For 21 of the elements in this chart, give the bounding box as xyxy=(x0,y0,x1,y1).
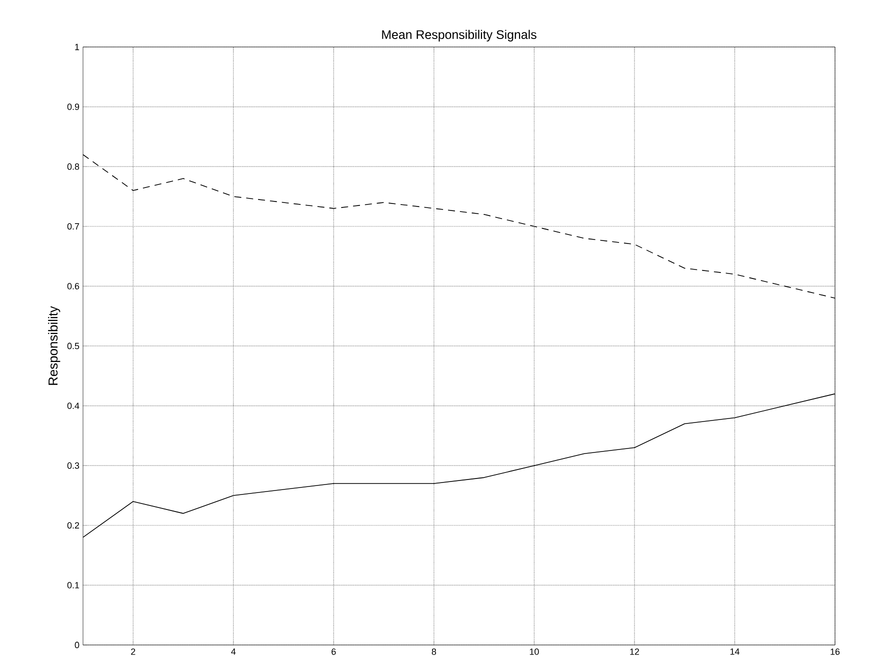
y-tick-label: 0.2 xyxy=(67,522,80,529)
y-tick-label: 0.8 xyxy=(67,163,80,170)
y-tick-label: 0.6 xyxy=(67,283,80,290)
y-axis-title: Responsibility xyxy=(48,306,60,385)
x-tick-label: 10 xyxy=(530,648,539,655)
y-tick-label: 0 xyxy=(74,642,80,648)
y-tick-label: 0.5 xyxy=(67,342,80,350)
y-tick-label: 0.3 xyxy=(67,462,80,469)
x-tick-label: 14 xyxy=(730,648,740,655)
x-tick-label: 2 xyxy=(131,648,136,655)
y-tick-label: 0.7 xyxy=(67,223,80,230)
x-tick-label: 12 xyxy=(630,648,640,655)
x-tick-label: 8 xyxy=(432,648,436,655)
x-tick-label: 16 xyxy=(830,648,840,655)
y-tick-label: 0.9 xyxy=(67,104,80,110)
y-tick-label: 0.4 xyxy=(67,402,80,409)
y-tick-label: 1 xyxy=(75,44,80,50)
chart-title: Mean Responsibility Signals xyxy=(382,30,536,42)
x-tick-label: 4 xyxy=(231,648,236,655)
x-tick-label: 6 xyxy=(332,648,336,655)
y-tick-label: 0.1 xyxy=(67,582,80,588)
